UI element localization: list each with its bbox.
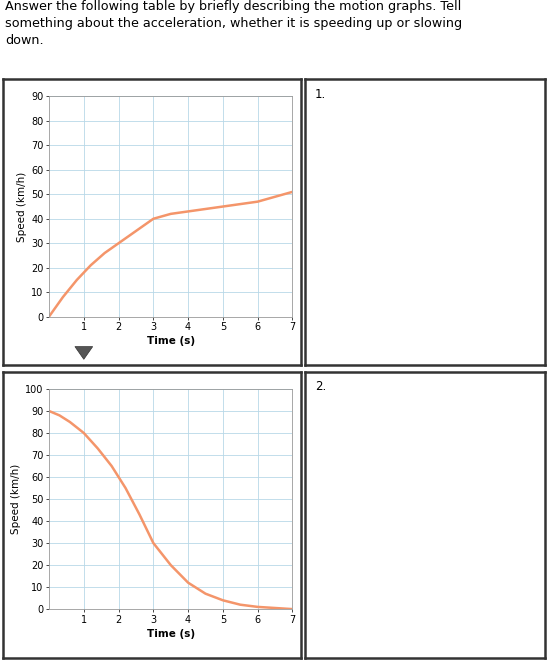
X-axis label: Time (s): Time (s) xyxy=(147,629,195,639)
Polygon shape xyxy=(75,346,93,360)
Y-axis label: Speed (km/h): Speed (km/h) xyxy=(11,464,21,534)
Y-axis label: Speed (km/h): Speed (km/h) xyxy=(17,171,27,242)
Text: 2.: 2. xyxy=(315,380,326,393)
Text: Answer the following table by briefly describing the motion graphs. Tell
somethi: Answer the following table by briefly de… xyxy=(5,0,463,47)
X-axis label: Time (s): Time (s) xyxy=(147,336,195,346)
Text: 1.: 1. xyxy=(315,88,326,101)
